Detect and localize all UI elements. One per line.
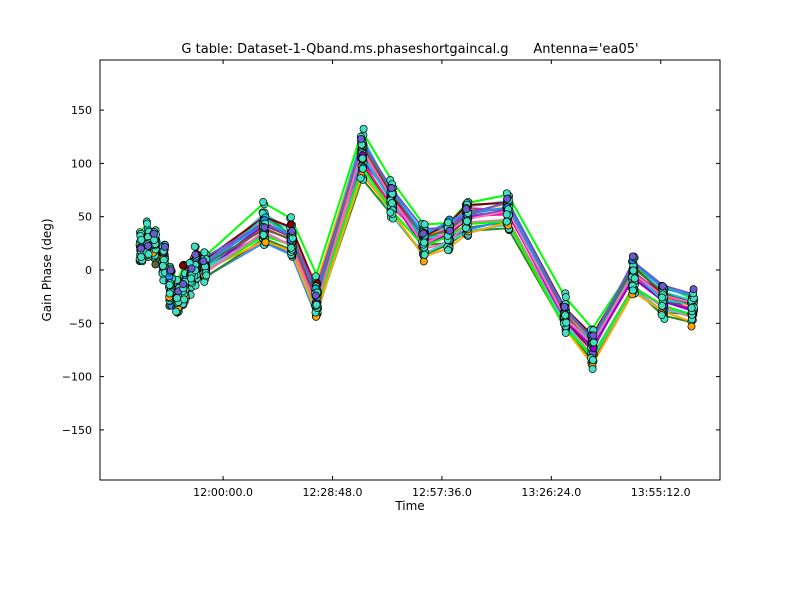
data-point	[144, 250, 153, 259]
data-point	[166, 266, 175, 275]
data-point	[462, 205, 471, 214]
data-point	[502, 210, 511, 219]
data-point	[687, 322, 696, 331]
data-point	[178, 261, 187, 270]
data-point	[561, 328, 570, 337]
data-point	[160, 242, 169, 251]
data-point	[158, 261, 167, 270]
data-point	[687, 303, 696, 312]
data-point	[630, 274, 639, 283]
data-point	[561, 293, 570, 302]
data-point	[199, 257, 208, 266]
data-point	[657, 311, 666, 320]
data-point	[150, 229, 158, 238]
x-tick-label: 13:26:24.0	[521, 486, 581, 499]
data-point	[311, 272, 320, 281]
data-point	[658, 301, 667, 310]
series-line	[140, 143, 694, 341]
y-tick-label: 50	[78, 211, 92, 224]
y-axis-label: Gain Phase (deg)	[40, 218, 54, 321]
data-point	[311, 291, 320, 300]
x-tick-label: 12:28:48.0	[303, 486, 363, 499]
data-point	[444, 246, 453, 255]
series-line	[140, 172, 693, 367]
x-tick-label: 12:57:36.0	[412, 486, 472, 499]
x-tick-label: 13:55:12.0	[631, 486, 691, 499]
data-point	[420, 238, 429, 247]
data-point	[288, 227, 297, 235]
data-point	[137, 235, 146, 244]
y-tick-label: −50	[69, 317, 92, 330]
data-point	[259, 230, 268, 239]
data-point	[444, 218, 453, 227]
data-point	[261, 238, 270, 247]
data-point	[172, 307, 180, 316]
data-point	[445, 226, 454, 235]
data-point	[357, 134, 365, 143]
data-point	[561, 311, 570, 320]
data-point	[462, 217, 471, 226]
y-tick-label: 0	[85, 264, 92, 277]
data-point	[419, 257, 428, 266]
data-point	[187, 274, 196, 283]
y-tick-label: 150	[71, 104, 92, 117]
data-point	[359, 124, 368, 133]
data-point	[137, 253, 146, 261]
data-point	[386, 208, 395, 217]
data-point	[165, 289, 174, 298]
data-point	[358, 164, 367, 173]
data-point	[560, 302, 569, 311]
x-axis-label: Time	[394, 499, 424, 513]
data-point	[165, 280, 174, 289]
data-point	[628, 252, 637, 261]
y-tick-label: −150	[62, 424, 92, 437]
data-point	[388, 199, 396, 208]
data-point	[358, 154, 367, 163]
data-point	[589, 331, 598, 340]
data-point	[179, 280, 188, 289]
data-point	[589, 338, 598, 347]
data-point	[387, 184, 396, 193]
data-point	[151, 260, 160, 269]
data-point	[190, 242, 199, 251]
data-point	[562, 318, 571, 327]
data-point	[658, 293, 666, 302]
y-tick-label: −100	[62, 371, 92, 384]
data-point	[287, 243, 296, 252]
data-point	[259, 198, 268, 206]
axis-ticks: 150 100 50 0 −50 −100 −150 12:00:00.0 12:28:48.0…	[62, 60, 720, 499]
data-point	[420, 220, 429, 229]
data-point	[628, 286, 637, 295]
data-point	[144, 241, 153, 250]
chart-title: G table: Dataset-1-Qband.ms.phaseshortga…	[181, 42, 638, 57]
data-point	[180, 295, 189, 304]
data-point	[689, 285, 698, 294]
plot-area	[135, 124, 699, 374]
data-point	[200, 248, 209, 257]
data-point	[420, 250, 429, 259]
data-point	[260, 223, 269, 232]
data-point	[356, 174, 365, 183]
data-point	[419, 229, 428, 238]
data-point	[503, 194, 512, 203]
data-point	[143, 219, 152, 228]
data-point	[187, 264, 196, 273]
data-point	[588, 365, 597, 374]
data-point	[137, 244, 145, 253]
data-point	[287, 213, 295, 222]
x-tick-label: 12:00:00.0	[193, 486, 253, 499]
data-point	[658, 282, 667, 291]
data-point	[202, 271, 211, 280]
data-point	[588, 356, 597, 364]
data-point	[312, 300, 321, 309]
data-point	[191, 250, 200, 259]
data-point	[286, 220, 295, 229]
series-line	[140, 164, 693, 358]
y-tick-label: 100	[71, 157, 92, 170]
data-point	[629, 266, 638, 275]
data-point	[172, 294, 181, 303]
